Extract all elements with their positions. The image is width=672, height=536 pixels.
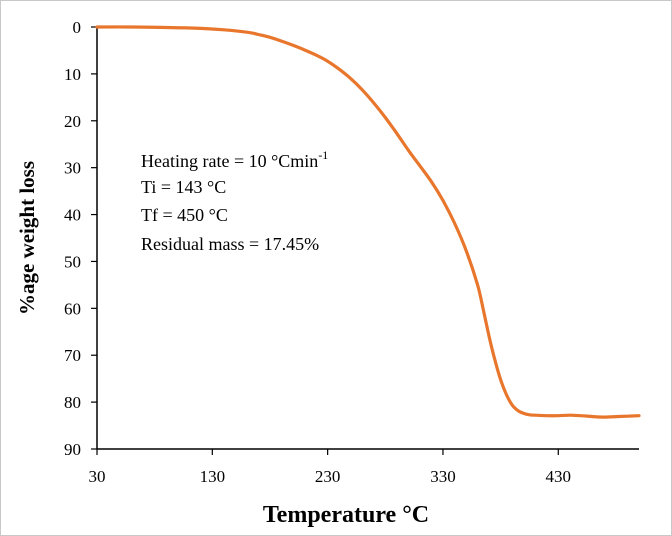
x-tick-label: 130 <box>200 467 226 486</box>
x-tick-label: 30 <box>89 467 106 486</box>
y-tick-label: 0 <box>73 18 82 37</box>
annotation-ti: Ti = 143 °C <box>141 177 226 197</box>
annotation-residual-mass: Residual mass = 17.45% <box>141 234 319 254</box>
y-tick-label: 50 <box>64 252 81 271</box>
y-tick-label: 70 <box>64 346 81 365</box>
y-tick-label: 60 <box>64 299 81 318</box>
annotation-tf: Tf = 450 °C <box>141 205 228 225</box>
y-tick-label: 30 <box>64 159 81 178</box>
y-tick-label: 80 <box>64 393 81 412</box>
x-axis-title: Temperature °C <box>263 502 429 528</box>
y-tick-label: 90 <box>64 440 81 459</box>
y-tick-label: 20 <box>64 112 81 131</box>
x-tick-label: 230 <box>315 467 341 486</box>
y-ticks: 0 10 20 30 40 50 60 70 80 90 <box>64 18 97 459</box>
series-line-tga <box>95 25 641 419</box>
annotation-superscript: -1 <box>318 148 328 162</box>
y-tick-label: 40 <box>64 206 81 225</box>
y-axis-title: %age weight loss <box>15 161 39 315</box>
x-tick-label: 330 <box>430 467 456 486</box>
series-layer <box>95 25 641 419</box>
axes <box>96 27 639 450</box>
annotation-heating-rate: Heating rate = 10 °Cmin-1 <box>141 148 328 171</box>
y-tick-label: 10 <box>64 65 81 84</box>
x-tick-label: 430 <box>546 467 572 486</box>
annotation-block: Heating rate = 10 °Cmin-1 Ti = 143 °C Tf… <box>141 148 328 254</box>
x-ticks: 30 130 230 330 430 <box>89 449 572 486</box>
